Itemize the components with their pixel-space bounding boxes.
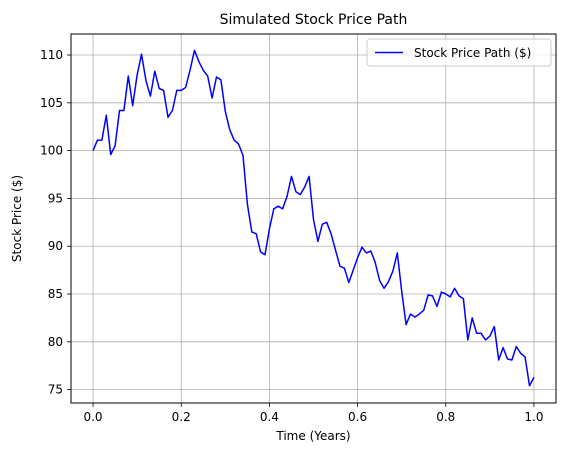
y-tick-label: 90 [48,239,63,253]
series-line [92,49,535,387]
x-tick-label: 0.0 [83,410,102,424]
y-tick-label: 105 [40,96,63,110]
legend: Stock Price Path ($) [366,38,552,67]
series-layer [92,49,535,387]
legend-box [366,38,552,67]
x-tick-label: 0.4 [260,410,279,424]
y-tick-label: 110 [40,48,63,62]
plot-frame [70,33,557,404]
x-axis-label: Time (Years) [275,429,350,443]
y-tick-label: 75 [48,383,63,397]
y-tick-label: 80 [48,335,63,349]
x-tick-label: 1.0 [524,410,543,424]
x-tick-label: 0.2 [172,410,191,424]
x-axis-ticks: 0.0 0.2 0.4 0.6 0.8 1.0 [83,403,544,424]
chart-title: Simulated Stock Price Path [220,12,408,28]
grid-lines [71,34,556,403]
y-tick-label: 95 [48,191,63,205]
y-tick-label: 85 [48,287,63,301]
x-tick-label: 0.6 [348,410,367,424]
legend-label: Stock Price Path ($) [414,46,531,60]
y-tick-label: 100 [40,144,63,158]
x-tick-label: 0.8 [436,410,455,424]
y-axis-ticks: 75 80 85 90 95 100 105 110 [40,48,71,397]
y-axis-label: Stock Price ($) [10,175,24,262]
